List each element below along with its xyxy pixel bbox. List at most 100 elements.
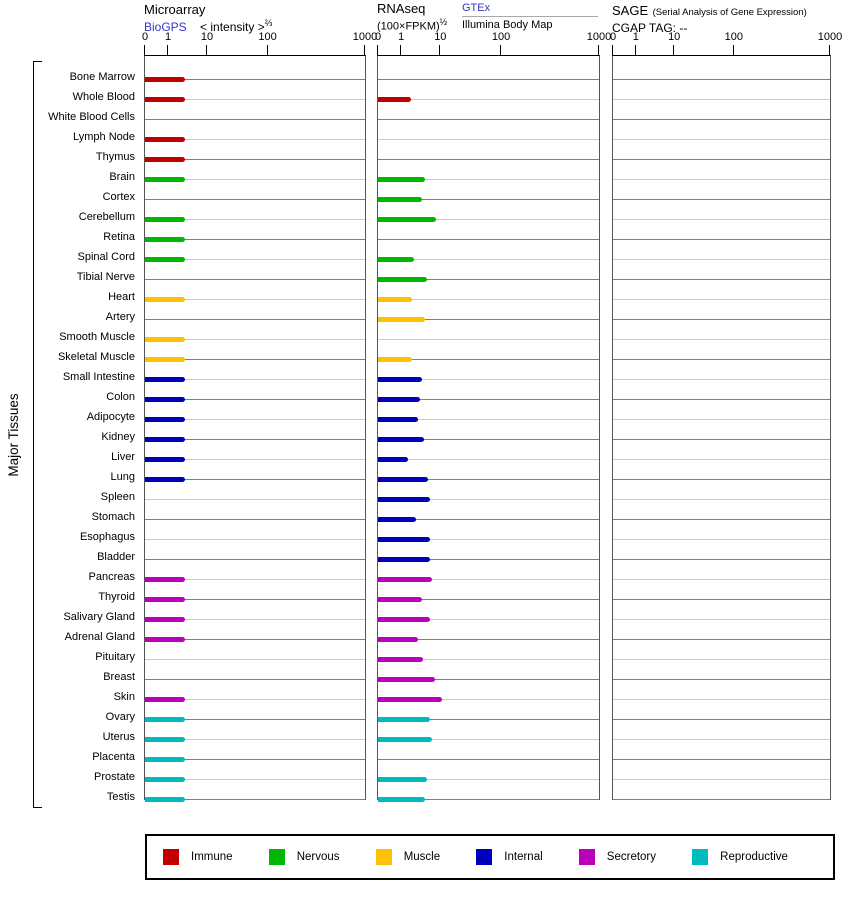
row-line <box>378 719 599 720</box>
row-line <box>613 439 830 440</box>
row-line <box>378 179 599 180</box>
microarray-bar-bone-marrow <box>145 77 185 82</box>
row-line <box>613 359 830 360</box>
legend-label: Reproductive <box>720 851 788 863</box>
tissue-label: Tibial Nerve <box>76 271 135 283</box>
category-legend: Immune Nervous Muscle Internal Secretory Repr… <box>145 834 835 880</box>
row-line <box>145 279 365 280</box>
tissue-label: Liver <box>111 451 135 463</box>
microarray-bar-testis <box>145 797 185 802</box>
rnaseq-bar-stomach <box>378 517 416 522</box>
microarray-bar-cerebellum <box>145 217 185 222</box>
rnaseq-bar-adipocyte <box>378 417 418 422</box>
tissue-label: Esophagus <box>79 531 135 543</box>
row-line <box>613 719 830 720</box>
rnaseq-bar-pancreas <box>378 577 432 582</box>
tissue-label: Lung <box>110 471 135 483</box>
biogps-link[interactable]: BioGPS <box>144 20 187 34</box>
rnaseq-bar-heart <box>378 297 413 302</box>
gtex-divider <box>462 16 598 17</box>
tissue-label: Pituitary <box>95 651 135 663</box>
row-line <box>145 679 365 680</box>
row-line <box>613 499 830 500</box>
axis-tick-label: 100 <box>724 31 744 43</box>
rnaseq-bar-ovary <box>378 717 430 722</box>
row-line <box>145 239 365 240</box>
row-line <box>378 219 599 220</box>
rnaseq-bar-kidney <box>378 437 424 442</box>
microarray-header: Microarray BioGPS < intensity >⅔ <box>144 2 272 34</box>
rnaseq-scale-label: (100×FPKM)½ <box>377 17 448 33</box>
row-line <box>145 459 365 460</box>
axis-tick-label: 100 <box>491 31 511 43</box>
legend-item-internal: Internal <box>476 849 543 865</box>
microarray-scale-label: < intensity >⅔ <box>200 18 273 34</box>
legend-swatch <box>163 849 179 865</box>
row-line <box>613 559 830 560</box>
microarray-bar-placenta <box>145 757 185 762</box>
microarray-bar-skeletal-muscle <box>145 357 185 362</box>
tissue-label: Colon <box>106 391 135 403</box>
row-line <box>613 619 830 620</box>
legend-label: Nervous <box>296 851 340 863</box>
row-line <box>145 619 365 620</box>
tissue-label: Spleen <box>100 491 135 503</box>
row-line <box>378 119 599 120</box>
gtex-link[interactable]: GTEx <box>462 2 491 14</box>
row-line <box>613 259 830 260</box>
axis-tick <box>612 45 613 56</box>
tissue-label: Salivary Gland <box>63 611 135 623</box>
tissue-label: Breast <box>103 671 135 683</box>
row-line <box>145 219 365 220</box>
axis-tick <box>377 45 378 56</box>
tissue-label-column: Bone Marrow Whole Blood White Blood Cells L… <box>18 55 138 803</box>
row-line <box>145 779 365 780</box>
row-line <box>613 339 830 340</box>
axis-tick <box>500 45 502 56</box>
axis-tick <box>634 45 636 56</box>
row-line <box>378 619 599 620</box>
tissue-label: Uterus <box>102 731 135 743</box>
rnaseq-bar-uterus <box>378 737 432 742</box>
row-line <box>378 779 599 780</box>
row-line <box>145 499 365 500</box>
row-line <box>613 179 830 180</box>
row-line <box>378 359 599 360</box>
sage-title: SAGE <box>612 3 649 18</box>
row-line <box>613 99 830 100</box>
row-line <box>145 259 365 260</box>
row-line <box>145 519 365 520</box>
tissue-label: Adrenal Gland <box>64 631 135 643</box>
row-line <box>378 459 599 460</box>
row-line <box>613 599 830 600</box>
legend-label: Muscle <box>403 851 441 863</box>
legend-item-nervous: Nervous <box>268 849 340 865</box>
legend-swatch <box>692 849 709 865</box>
row-line <box>613 479 830 480</box>
sage-title-note: (Serial Analysis of Gene Expression) <box>652 7 807 18</box>
tissue-label: White Blood Cells <box>48 111 135 123</box>
microarray-bar-salivary-gland <box>145 617 185 622</box>
row-line <box>378 639 599 640</box>
rnaseq-bar-adrenal-gland <box>378 637 418 642</box>
rnaseq-bar-cerebellum <box>378 217 436 222</box>
rnaseq-sources: GTEx Illumina Body Map <box>462 2 598 31</box>
tissue-label: Thymus <box>95 151 135 163</box>
microarray-bar-kidney <box>145 437 185 442</box>
tissue-label: Cortex <box>102 191 135 203</box>
row-line <box>613 779 830 780</box>
row-line <box>613 319 830 320</box>
tissue-label: Ovary <box>105 711 135 723</box>
tissue-label: Whole Blood <box>72 91 135 103</box>
microarray-bar-pancreas <box>145 577 185 582</box>
rnaseq-bar-cortex <box>378 197 422 202</box>
axis-tick-label: 10 <box>200 31 214 43</box>
microarray-bar-smooth-muscle <box>145 337 185 342</box>
tissue-label: Brain <box>109 171 135 183</box>
rnaseq-bar-artery <box>378 317 426 322</box>
rnaseq-title: RNAseq <box>377 1 426 16</box>
rnaseq-bar-thyroid <box>378 597 422 602</box>
row-line <box>613 379 830 380</box>
legend-swatch <box>476 849 493 865</box>
axis-tick <box>206 45 208 56</box>
